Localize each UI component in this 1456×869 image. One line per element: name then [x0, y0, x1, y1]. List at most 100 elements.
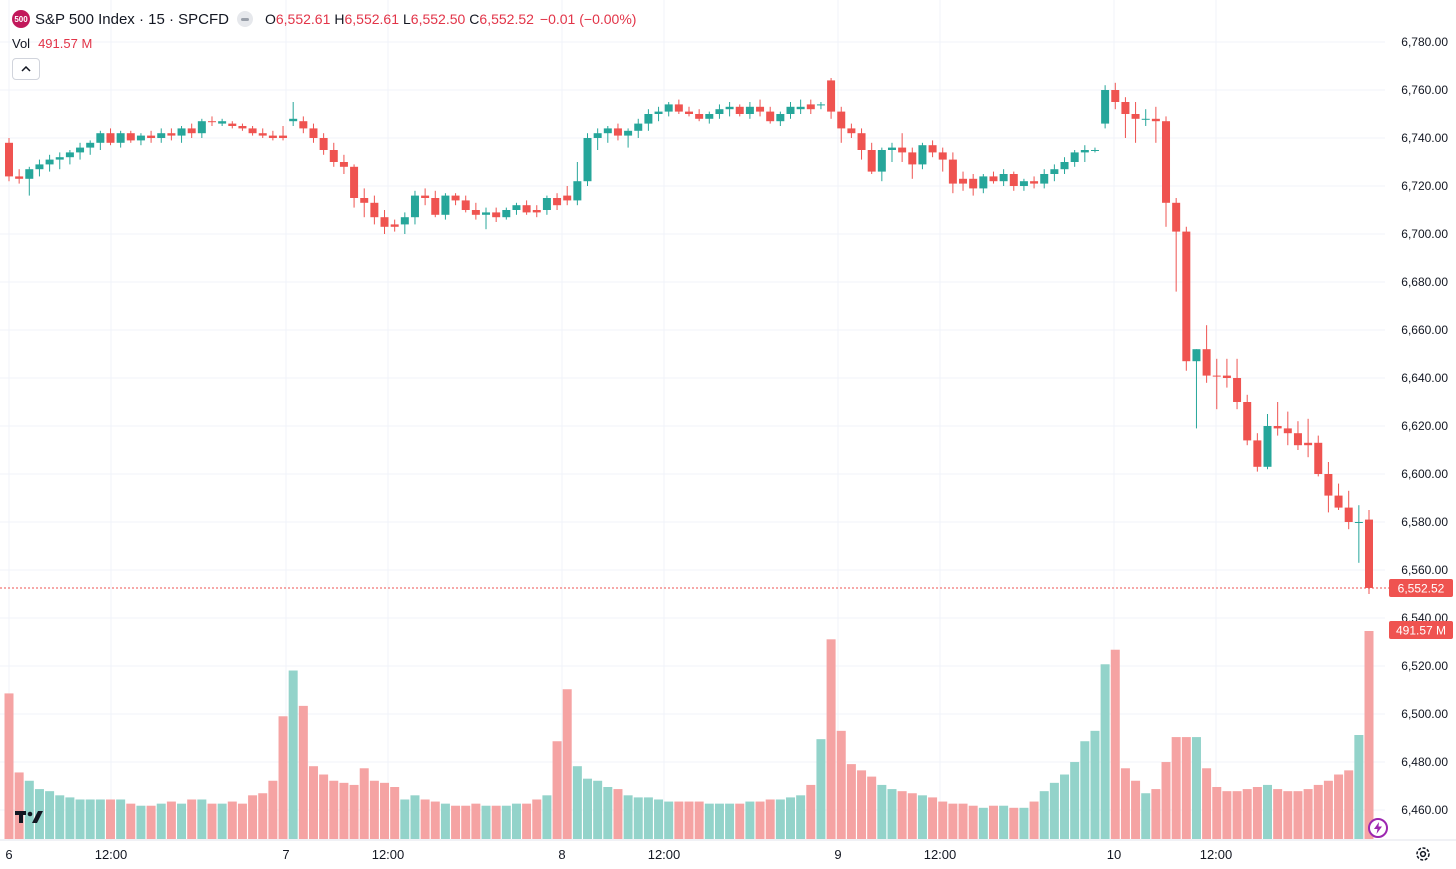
- candle-body: [664, 104, 673, 112]
- candle: [1263, 414, 1272, 470]
- tradingview-logo-icon[interactable]: [15, 808, 47, 831]
- price-tick-label: 6,480.00: [1401, 755, 1448, 769]
- candle-body: [299, 121, 308, 129]
- candle-body: [1344, 507, 1353, 522]
- low-label: L: [403, 11, 411, 27]
- volume-bar: [1110, 649, 1120, 839]
- volume-bar: [1242, 789, 1252, 839]
- collapse-legend-button[interactable]: [12, 58, 40, 80]
- volume-bar: [1120, 768, 1130, 839]
- candle-body: [482, 212, 491, 215]
- candle: [644, 109, 653, 131]
- candle: [1365, 510, 1373, 594]
- candle: [1202, 325, 1211, 383]
- candle-body: [55, 157, 64, 160]
- volume-bar: [390, 787, 400, 839]
- candle-body: [1182, 231, 1191, 362]
- market-status-icon[interactable]: [236, 11, 253, 27]
- candle: [999, 169, 1008, 186]
- candle: [1334, 483, 1343, 510]
- volume-legend[interactable]: Vol 491.57 M: [12, 36, 92, 51]
- candle-body: [796, 106, 805, 110]
- high-value: 6,552.61: [344, 11, 400, 27]
- price-tick-label: 6,660.00: [1401, 323, 1448, 337]
- candle: [1009, 171, 1018, 191]
- volume-bar: [806, 784, 816, 839]
- time-axis[interactable]: 6 12:00 7 12:00 8 12:00 9 12:00 10 12:00: [5, 847, 1232, 862]
- volume-bar: [735, 803, 745, 839]
- candle: [766, 106, 775, 124]
- candle: [106, 128, 115, 146]
- volume-bar: [359, 768, 369, 839]
- volume-bar: [867, 776, 877, 839]
- volume-bar: [329, 780, 339, 839]
- volume-bar: [369, 780, 379, 839]
- volume-bar: [1070, 762, 1080, 839]
- candle: [756, 99, 765, 117]
- volume-bar: [1303, 789, 1313, 839]
- candle: [1354, 505, 1363, 563]
- candle: [989, 171, 998, 184]
- candle-body: [157, 133, 166, 138]
- candle-body: [106, 133, 115, 143]
- volume-bar: [75, 799, 85, 839]
- volume-bar: [907, 793, 917, 839]
- candle-body: [553, 198, 562, 206]
- candle: [238, 123, 247, 131]
- candle: [360, 188, 369, 218]
- volume-bar: [816, 739, 826, 839]
- candle: [157, 128, 166, 143]
- volume-bar: [187, 799, 197, 839]
- volume-bar: [978, 807, 988, 839]
- candle: [167, 128, 176, 141]
- candle-body: [207, 121, 216, 123]
- candle-body: [238, 126, 247, 129]
- candle: [593, 128, 602, 150]
- price-tick-label: 6,600.00: [1401, 467, 1448, 481]
- candle: [76, 142, 85, 160]
- candle-body: [471, 210, 480, 215]
- candle: [289, 102, 298, 126]
- volume-bar: [349, 784, 359, 839]
- bolt-icon[interactable]: [1368, 818, 1388, 838]
- volume-bar: [532, 799, 542, 839]
- candle: [431, 190, 440, 218]
- volume-bar: [14, 772, 24, 839]
- candle-body: [613, 128, 622, 136]
- candle-body: [918, 145, 927, 165]
- volume-bar: [725, 803, 735, 839]
- price-tick-label: 6,740.00: [1401, 131, 1448, 145]
- candle-body: [167, 133, 176, 136]
- candle-body: [5, 142, 13, 177]
- candle-body: [45, 159, 54, 165]
- volume-bar: [745, 801, 755, 839]
- candle-body: [685, 111, 693, 114]
- symbol-title[interactable]: S&P 500 Index · 15 · SPCFD: [35, 10, 229, 28]
- time-tick-label: 9: [834, 847, 841, 862]
- volume-bar: [451, 805, 461, 839]
- candle: [776, 111, 785, 126]
- candle-body: [319, 138, 328, 150]
- candle-body: [339, 162, 348, 167]
- candle-body: [1324, 474, 1333, 496]
- volume-bar: [1263, 784, 1273, 839]
- volume-bar: [1019, 807, 1029, 839]
- volume-bar: [308, 766, 318, 839]
- candle: [471, 202, 480, 220]
- candle-body: [1101, 90, 1110, 124]
- gear-icon[interactable]: [1414, 845, 1432, 868]
- symbol-legend[interactable]: 500 S&P 500 Index · 15 · SPCFD O 6,552.61…: [12, 10, 636, 28]
- candle: [654, 106, 663, 122]
- price-axis[interactable]: 6,780.00 6,760.00 6,740.00 6,720.00 6,700.00…: [1401, 35, 1448, 817]
- price-tick-label: 6,620.00: [1401, 419, 1448, 433]
- symbol-badge-icon: 500: [12, 10, 30, 28]
- volume-bar: [1039, 791, 1049, 839]
- volume-bar: [562, 689, 572, 839]
- candle-body: [329, 150, 338, 162]
- price-tick-label: 6,780.00: [1401, 35, 1448, 49]
- candle: [715, 104, 724, 119]
- candle-body: [735, 106, 744, 114]
- candle: [918, 142, 927, 170]
- candle: [350, 164, 359, 208]
